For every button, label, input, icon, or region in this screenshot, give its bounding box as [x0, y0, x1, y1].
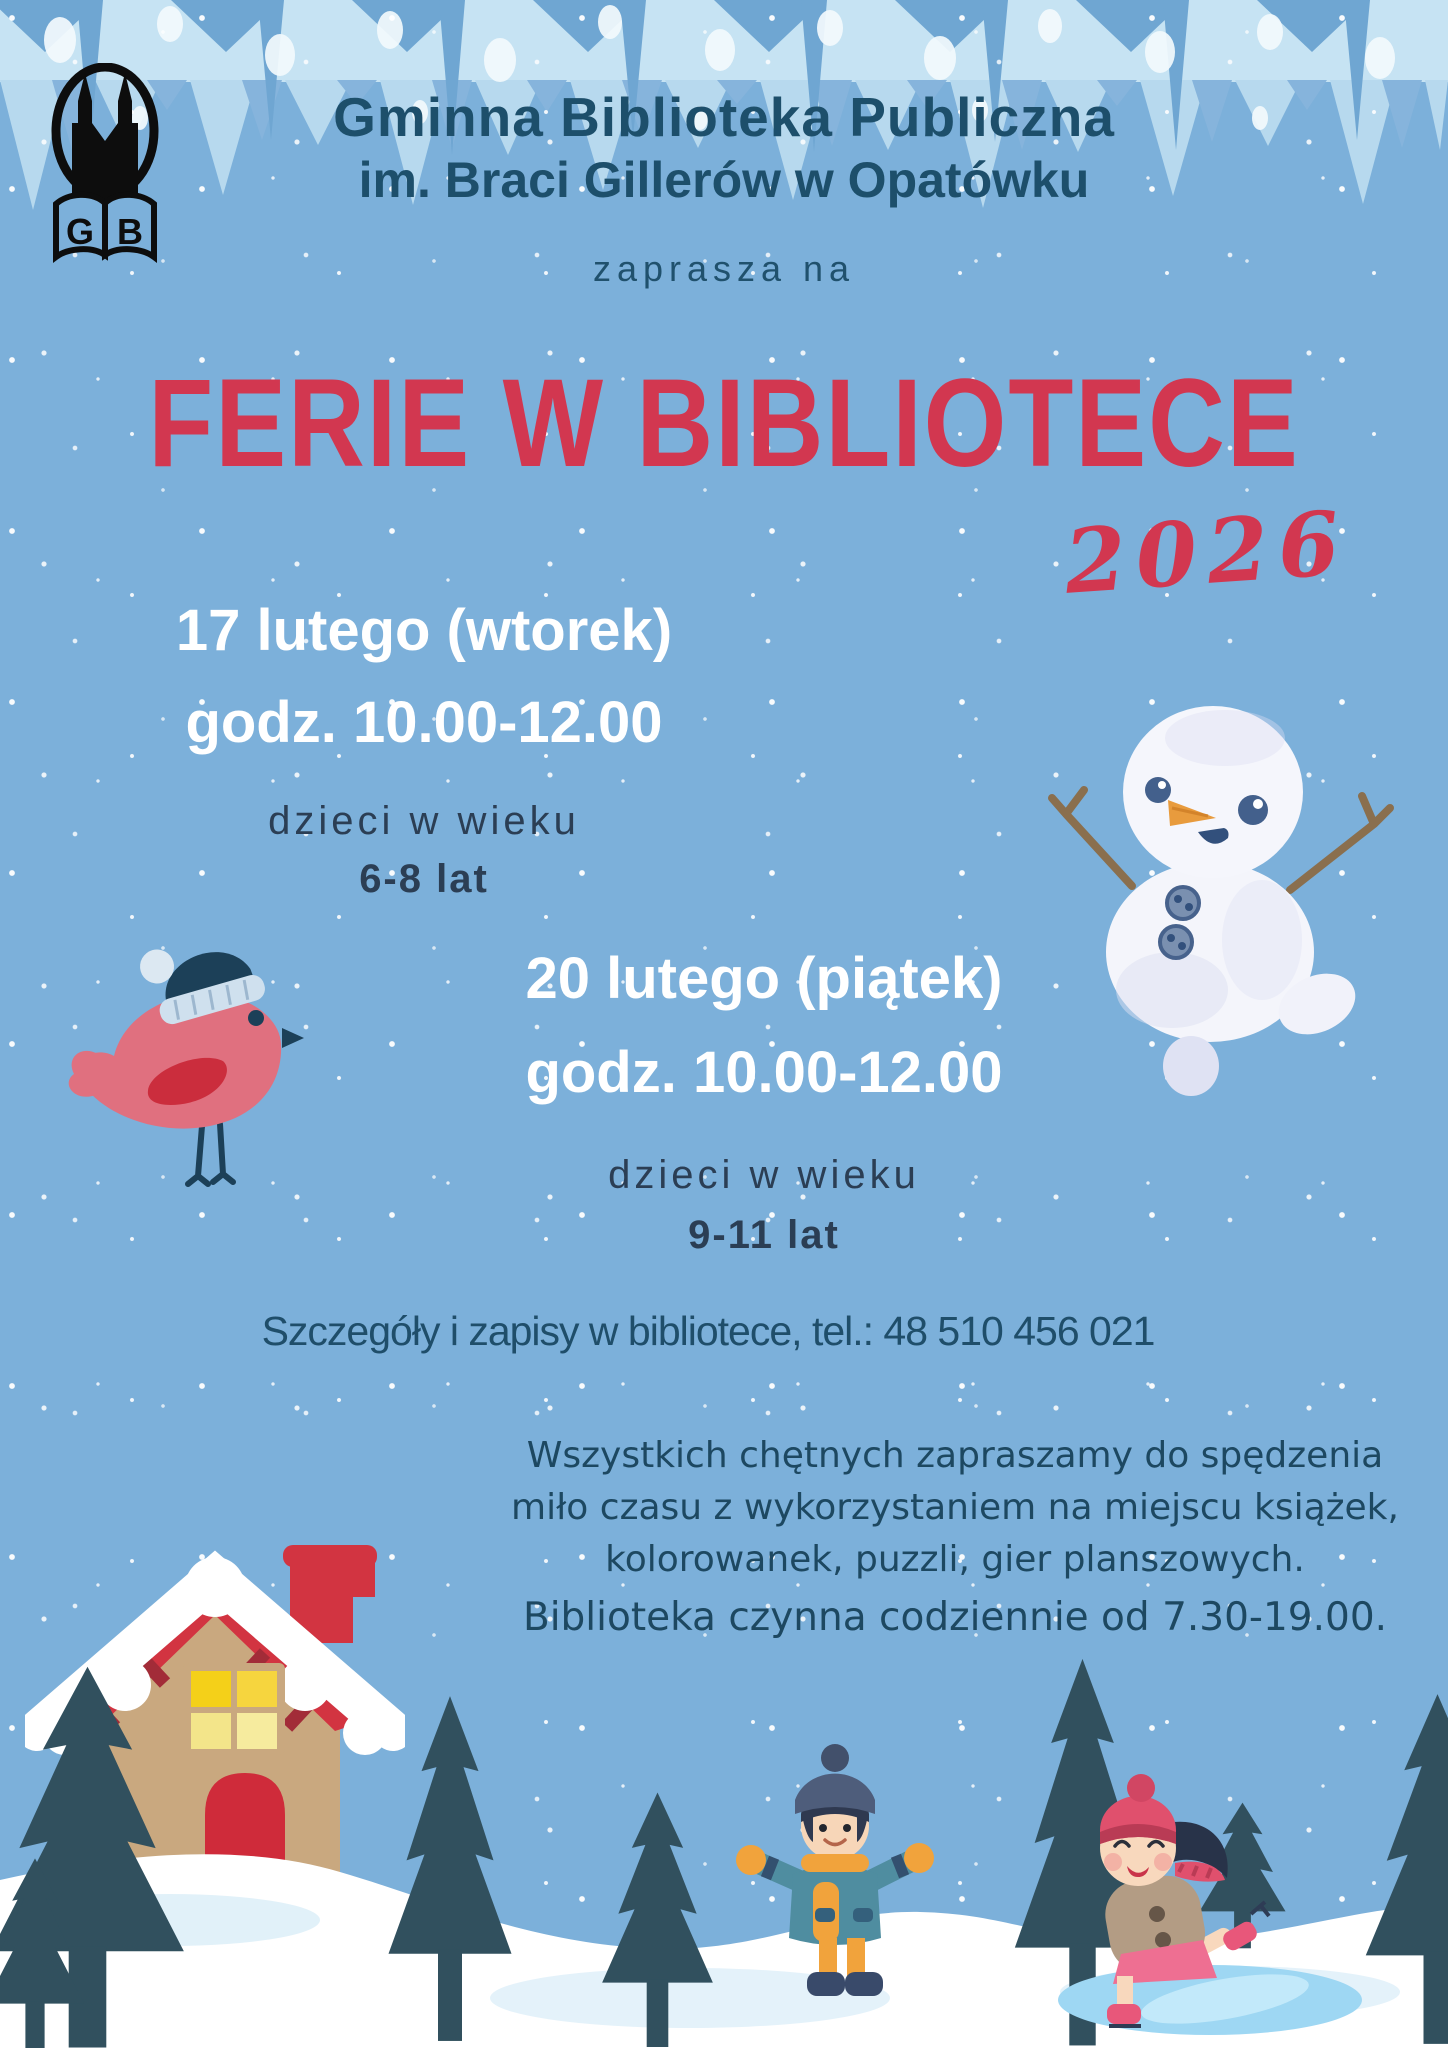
pine-tree-icon	[1365, 1694, 1448, 2044]
description-line1: Wszystkich chętnych zapraszamy do spędze…	[526, 1435, 1384, 1476]
session2-time: godz. 10.00-12.00	[525, 1040, 1003, 1105]
library-name-line2: im. Braci Gillerów w Opatówku	[358, 152, 1090, 208]
winter-bird-icon	[68, 949, 304, 1187]
opening-hours-line: Biblioteka czynna codziennie od 7.30-19.…	[522, 1595, 1388, 1640]
library-name-line1: Gminna Biblioteka Publiczna	[333, 86, 1115, 148]
pine-tree-icon	[388, 1696, 512, 2041]
logo-letter-g: G	[66, 211, 94, 252]
description-line3: kolorowanek, puzzli, gier planszowych.	[605, 1539, 1305, 1580]
house-window	[183, 1663, 285, 1755]
girl-ice-skating-icon	[1100, 1774, 1271, 2028]
session2-age-label: dzieci w wieku	[608, 1153, 920, 1197]
library-logo-icon: G B	[51, 63, 159, 263]
invitation-text: zaprasza na	[592, 248, 856, 289]
session2-age-range: 9-11 lat	[688, 1213, 840, 1257]
session2-date: 20 lutego (piątek)	[525, 946, 1003, 1011]
church-silhouette	[72, 73, 138, 195]
event-title: FERIE W BIBLIOTECE	[148, 353, 1300, 494]
logo-letter-b: B	[117, 211, 143, 252]
session1-date: 17 lutego (wtorek)	[175, 598, 673, 663]
pine-tree-icon	[602, 1792, 713, 2048]
pine-tree-icon	[0, 1858, 85, 2048]
description-line2: miło czasu z wykorzystaniem na miejscu k…	[511, 1487, 1399, 1528]
event-year: 2026	[1061, 490, 1353, 614]
boy-in-winter-clothes-icon	[736, 1744, 934, 1996]
session1-age-range: 6-8 lat	[359, 857, 489, 901]
session1-age-label: dzieci w wieku	[268, 799, 580, 843]
session1-time: godz. 10.00-12.00	[185, 690, 663, 755]
snowman-icon	[1048, 706, 1394, 1096]
contact-line: Szczegóły i zapisy w bibliotece, tel.: 4…	[261, 1308, 1156, 1354]
